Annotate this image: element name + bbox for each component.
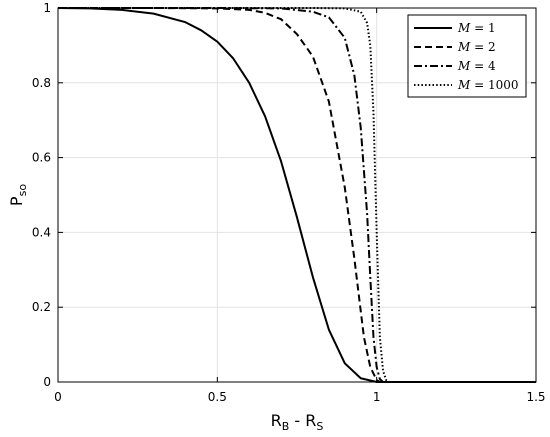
- grid: [58, 8, 536, 382]
- legend-entry-3: M = 4: [457, 59, 496, 73]
- series-layer: [57, 7, 536, 383]
- legend-entry-1: M = 1: [457, 21, 496, 35]
- y-tick-label: 0.2: [32, 300, 51, 314]
- ticks: 0 0.5 1 1.5 0 0.2 0.4 0.6 0.8 1: [32, 1, 546, 404]
- y-axis-label: Pso: [7, 184, 29, 206]
- legend: M = 1 M = 2 M = 4 M = 1000: [407, 14, 527, 98]
- x-tick-label: 0.5: [208, 390, 227, 404]
- legend-entry-4: M = 1000: [457, 78, 519, 92]
- y-tick-label: 1: [43, 1, 51, 15]
- x-tick-label: 1.5: [526, 390, 545, 404]
- y-tick-label: 0.6: [32, 151, 51, 165]
- y-tick-label: 0.4: [32, 225, 51, 239]
- plot-frame: [57, 7, 537, 383]
- series-line-4: [58, 7, 536, 383]
- series-line-1: [57, 7, 536, 383]
- y-tick-label: 0.8: [32, 76, 51, 90]
- series-line-2: [58, 7, 536, 383]
- x-tick-label: 0: [54, 390, 62, 404]
- legend-entry-2: M = 2: [457, 40, 496, 54]
- x-tick-label: 1: [373, 390, 381, 404]
- x-axis-label: RB - RS: [271, 411, 324, 433]
- y-tick-label: 0: [43, 375, 51, 389]
- series-line-3: [58, 7, 536, 383]
